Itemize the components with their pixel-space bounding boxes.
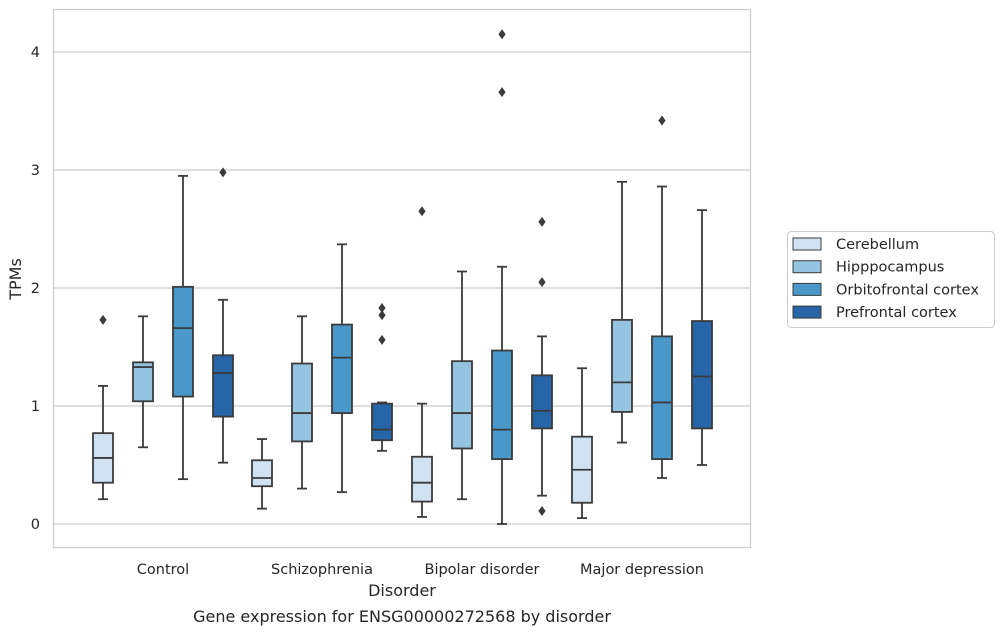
y-tick-label: 3 <box>31 163 40 179</box>
outlier-point <box>99 314 107 325</box>
x-tick-label: Bipolar disorder <box>425 562 540 578</box>
box-orbitofrontal-cortex <box>491 29 513 525</box>
legend-label: Hipppocampus <box>836 260 944 276</box>
outlier-point <box>498 29 506 40</box>
legend-swatch <box>792 237 822 251</box>
box-prefrontal-cortex <box>212 167 234 464</box>
box-iqr <box>331 323 353 414</box>
box-cerebellum <box>571 367 593 519</box>
box-cerebellum <box>92 314 114 501</box>
legend: Cerebellum Hipppocampus Orbitofrontal cort… <box>787 231 995 328</box>
box-hipppocampus <box>451 270 473 501</box>
box-iqr <box>451 360 473 450</box>
y-tick-label: 4 <box>31 45 40 61</box>
y-axis-label: TPMs <box>6 258 25 301</box>
outlier-point <box>658 115 666 126</box>
box-iqr <box>371 402 393 442</box>
box-hipppocampus <box>132 315 154 449</box>
box-iqr <box>251 459 273 488</box>
legend-label: Cerebellum <box>836 237 919 253</box>
box-hipppocampus <box>611 180 633 444</box>
grid-layer <box>53 51 751 525</box>
plot-area-frame <box>52 8 752 549</box>
outlier-point <box>538 506 546 517</box>
box-iqr <box>212 354 234 418</box>
chart-caption: Gene expression for ENSG00000272568 by d… <box>193 607 611 626</box>
y-tick-label: 0 <box>31 517 40 533</box>
legend-frame <box>787 231 995 328</box>
x-tick-label: Schizophrenia <box>271 562 373 578</box>
outlier-point <box>418 206 426 217</box>
x-tick-label: Major depression <box>580 562 704 578</box>
outlier-point <box>378 310 386 321</box>
box-prefrontal-cortex <box>691 209 713 466</box>
legend-swatch <box>792 282 822 296</box>
box-hipppocampus <box>291 315 313 490</box>
legend-swatch <box>792 260 822 274</box>
box-iqr <box>291 362 313 443</box>
boxes-layer <box>92 29 713 525</box>
outlier-point <box>538 277 546 288</box>
outlier-point <box>378 303 386 314</box>
x-axis-ticks: Control Schizophrenia Bipolar disorder Majo… <box>137 562 704 578</box>
box-cerebellum <box>251 438 273 510</box>
box-iqr <box>651 335 673 461</box>
legend-label: Orbitofrontal cortex <box>836 282 979 298</box>
x-tick-label: Control <box>137 562 189 578</box>
box-prefrontal-cortex <box>531 216 553 517</box>
box-prefrontal-cortex <box>371 303 393 452</box>
legend-items: Cerebellum Hipppocampus Orbitofrontal cort… <box>792 237 979 321</box>
outlier-point <box>219 167 227 178</box>
x-axis-label: Disorder <box>368 581 436 600</box>
box-iqr <box>132 361 154 403</box>
outlier-point <box>498 87 506 98</box>
y-tick-label: 1 <box>31 399 40 415</box>
box-orbitofrontal-cortex <box>651 115 673 479</box>
box-iqr <box>491 349 513 461</box>
legend-swatch <box>792 305 822 319</box>
box-iqr <box>172 285 194 398</box>
box-cerebellum <box>411 206 433 518</box>
box-iqr <box>411 455 433 503</box>
box-orbitofrontal-cortex <box>172 174 194 481</box>
box-iqr <box>531 374 553 430</box>
outlier-point <box>538 216 546 227</box>
legend-label: Prefrontal cortex <box>836 305 957 321</box>
box-iqr <box>611 318 633 413</box>
box-iqr <box>691 320 713 430</box>
y-axis-ticks: 0 1 2 3 4 <box>31 45 40 533</box>
y-tick-label: 2 <box>31 281 40 297</box>
box-orbitofrontal-cortex <box>331 243 353 494</box>
outlier-point <box>378 334 386 345</box>
